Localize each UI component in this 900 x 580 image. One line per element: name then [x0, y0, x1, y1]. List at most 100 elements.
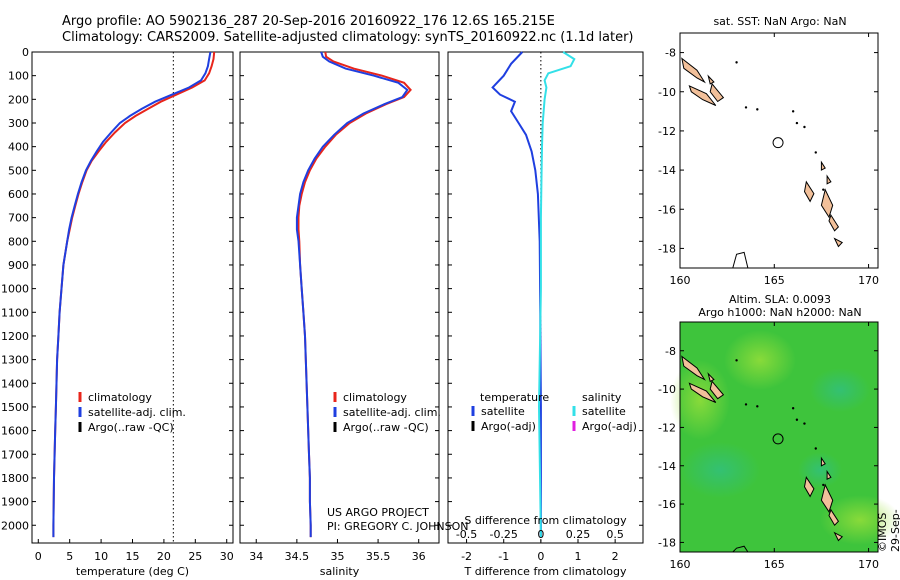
x-axis-label: temperature (deg C): [76, 565, 189, 578]
y-tick-label: 600: [8, 188, 29, 201]
figure-title-line2: Climatology: CARS2009. Satellite-adjuste…: [62, 30, 634, 45]
legend-heading-temperature: temperature: [480, 391, 549, 404]
y-tick-label: 300: [8, 117, 29, 130]
map-y-tick-label: -18: [658, 242, 676, 255]
map-sla: 160 165 170 -8 -10 -12 -14 -16 -18 Altim. SLA: 0.…: [658, 293, 900, 571]
map-sst-title: sat. SST: NaN Argo: NaN: [713, 15, 846, 28]
x-tick-label: 34: [249, 550, 263, 563]
map-frame: [679, 32, 879, 269]
x-tick-label: 2: [612, 550, 619, 563]
series-line-salinity-satellite: [537, 51, 576, 538]
map-x-tick-label: 170: [858, 274, 879, 287]
map-y-tick-label: -10: [658, 86, 676, 99]
islet: [814, 447, 817, 450]
y-tick-label: 900: [8, 259, 29, 272]
island: [709, 380, 725, 400]
y-tick-label: 100: [8, 70, 29, 83]
island: [707, 74, 715, 85]
coastline: [732, 251, 749, 269]
panel-temperature: 0100200300400500600700800900100011001200…: [1, 46, 234, 578]
map-x-tick-label: 165: [764, 274, 785, 287]
x-tick-label: 5: [66, 550, 73, 563]
island: [688, 84, 717, 106]
islet: [822, 188, 825, 191]
x-axis-label: T difference from climatology: [464, 565, 627, 578]
island: [820, 188, 834, 219]
island: [826, 469, 832, 481]
legend-label: Argo(..raw -QC): [343, 421, 429, 434]
islet: [822, 483, 825, 487]
map-frame: [679, 321, 879, 553]
sla-anomaly: [810, 368, 870, 412]
map-sla-title-line2: Argo h1000: NaN h2000: NaN: [698, 306, 861, 319]
map-background: [680, 33, 878, 268]
legend-label: Argo(-adj): [481, 420, 536, 433]
series-line-satellite-adj-clim-: [52, 51, 212, 538]
panel-difference: -2 -1 0 1 2 T difference from climatology temp…: [447, 51, 644, 578]
x-tick-label-salinity: 0.5: [606, 528, 624, 541]
y-tick-label: 1600: [1, 425, 29, 438]
islet: [791, 407, 795, 410]
y-tick-label: 1200: [1, 330, 29, 343]
island: [709, 82, 725, 103]
islet: [744, 403, 748, 406]
map-y-tick-label: -14: [658, 164, 676, 177]
islet: [803, 125, 806, 129]
panel-frame: [447, 51, 644, 544]
map-y-tick-label: -8: [665, 345, 676, 358]
legend-label: satellite: [582, 405, 626, 418]
x-tick-label: 35: [330, 550, 344, 563]
islet: [791, 110, 795, 113]
legend-heading-salinity: salinity: [582, 391, 622, 404]
x-tick-label-salinity: 0.25: [566, 528, 591, 541]
y-tick-label: 1100: [1, 306, 29, 319]
island: [828, 213, 840, 232]
x-tick-label: -2: [461, 550, 472, 563]
x-axis-label: salinity: [320, 565, 360, 578]
map-sla-title-line1: Altim. SLA: 0.0093: [729, 293, 831, 306]
profile-location-marker: [772, 137, 784, 149]
panel-frame: [239, 51, 440, 544]
x-tick-label: 0: [537, 550, 544, 563]
legend-label: satellite-adj. clim.: [88, 406, 186, 419]
y-tick-label: 1500: [1, 401, 29, 414]
x-tick-label: 20: [157, 550, 171, 563]
map-y-tick-label: -18: [658, 536, 676, 549]
x-tick-label: 10: [94, 550, 108, 563]
y-tick-label: 0: [22, 46, 29, 59]
legend-label: Argo(-adj): [582, 420, 637, 433]
islet: [744, 106, 748, 109]
y-tick-label: 1800: [1, 472, 29, 485]
map-y-tick-label: -8: [665, 47, 676, 60]
y-tick-label: 1000: [1, 283, 29, 296]
coastline: [732, 545, 749, 553]
map-x-tick-label: 170: [858, 558, 879, 571]
islet: [735, 359, 738, 362]
legend-label: Argo(..raw -QC): [88, 421, 174, 434]
x-tick-label: 25: [188, 550, 202, 563]
figure-title-line1: Argo profile: AO 5902136_287 20-Sep-2016…: [62, 14, 555, 29]
island: [688, 382, 717, 403]
legend-label: satellite-adj. clim.: [343, 406, 441, 419]
island: [707, 372, 715, 383]
island: [803, 475, 815, 498]
x-tick-label: 35.5: [366, 550, 391, 563]
sla-anomaly: [724, 330, 796, 390]
islet: [735, 61, 738, 64]
sla-anomaly: [820, 495, 900, 545]
y-tick-label: 700: [8, 212, 29, 225]
x-tick-label: 1: [575, 550, 582, 563]
x-tick-label-salinity: -0.25: [489, 528, 517, 541]
map-y-tick-label: -16: [658, 203, 676, 216]
sla-anomaly: [670, 360, 730, 440]
x-tick-label: 0: [35, 550, 42, 563]
island: [820, 160, 826, 171]
island: [826, 174, 832, 185]
island: [681, 57, 706, 84]
y-tick-label: 800: [8, 235, 29, 248]
y-tick-label: 2000: [1, 519, 29, 532]
map-x-tick-label: 160: [670, 558, 691, 571]
islet: [814, 151, 817, 154]
legend-label: climatology: [343, 391, 407, 404]
map-y-tick-label: -12: [658, 421, 676, 434]
